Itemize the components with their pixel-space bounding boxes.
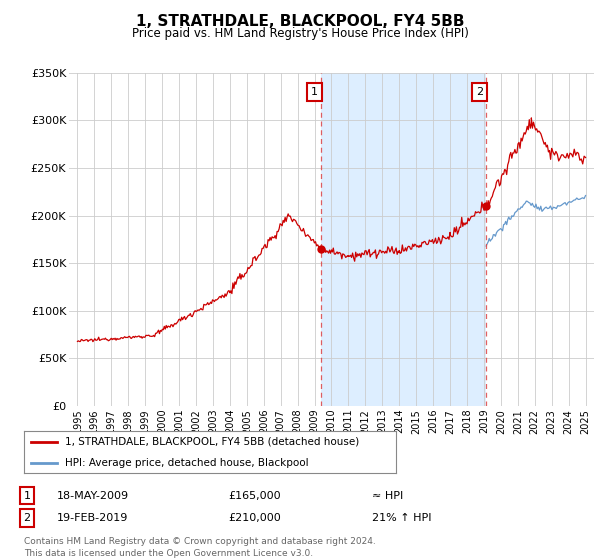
Text: 1: 1 — [311, 87, 318, 97]
Text: 1, STRATHDALE, BLACKPOOL, FY4 5BB: 1, STRATHDALE, BLACKPOOL, FY4 5BB — [136, 14, 464, 29]
Text: 19-FEB-2019: 19-FEB-2019 — [57, 513, 128, 523]
Text: HPI: Average price, detached house, Blackpool: HPI: Average price, detached house, Blac… — [65, 458, 308, 468]
Text: 1: 1 — [23, 491, 31, 501]
Text: 18-MAY-2009: 18-MAY-2009 — [57, 491, 129, 501]
Text: Contains HM Land Registry data © Crown copyright and database right 2024.
This d: Contains HM Land Registry data © Crown c… — [24, 537, 376, 558]
Text: 2: 2 — [23, 513, 31, 523]
Text: 2: 2 — [476, 87, 483, 97]
Text: Price paid vs. HM Land Registry's House Price Index (HPI): Price paid vs. HM Land Registry's House … — [131, 27, 469, 40]
Text: £165,000: £165,000 — [228, 491, 281, 501]
Text: ≈ HPI: ≈ HPI — [372, 491, 403, 501]
Bar — [321, 73, 486, 406]
Text: 21% ↑ HPI: 21% ↑ HPI — [372, 513, 431, 523]
Text: £210,000: £210,000 — [228, 513, 281, 523]
Text: 1, STRATHDALE, BLACKPOOL, FY4 5BB (detached house): 1, STRATHDALE, BLACKPOOL, FY4 5BB (detac… — [65, 437, 359, 447]
